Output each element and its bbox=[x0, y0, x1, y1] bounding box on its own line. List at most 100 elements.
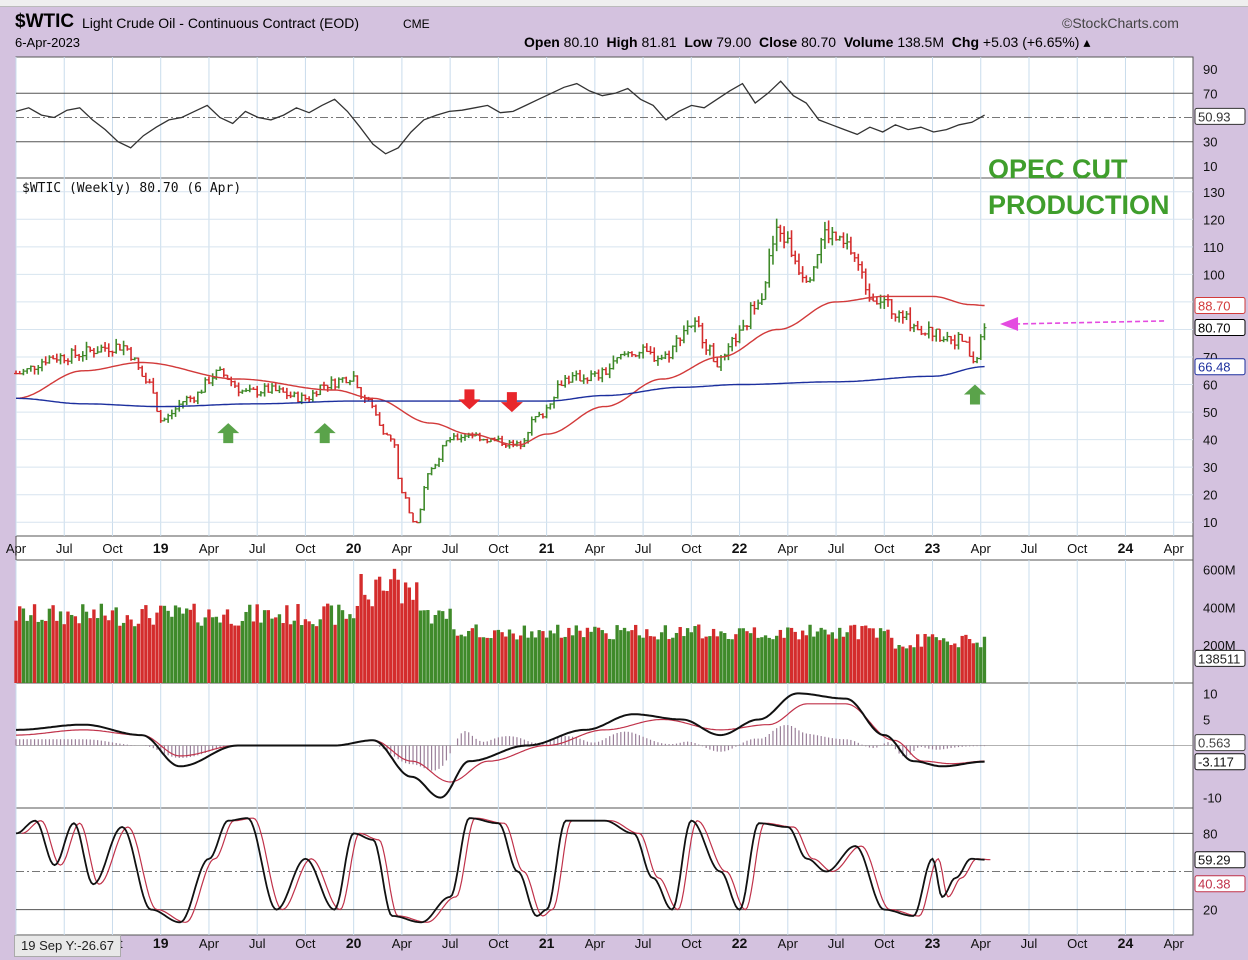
volume-bar bbox=[793, 631, 797, 683]
x-tick-label: Jul bbox=[249, 936, 266, 951]
x-axis-strip bbox=[15, 535, 1194, 561]
price-bars bbox=[14, 218, 987, 524]
volume-bar bbox=[556, 624, 560, 683]
browser-top-strip bbox=[0, 0, 1248, 7]
volume-bar bbox=[856, 639, 860, 683]
x-tick-label: Jul bbox=[56, 541, 73, 556]
pointer-arrow-head bbox=[1000, 316, 1019, 331]
volume-bar bbox=[192, 603, 196, 683]
volume-bar bbox=[667, 639, 671, 683]
ma_short-line bbox=[16, 295, 985, 446]
volume-bar bbox=[934, 637, 938, 683]
volume-bar bbox=[88, 618, 92, 683]
volume-bar bbox=[196, 622, 200, 683]
volume-bar bbox=[366, 599, 371, 683]
price-y-label: 120 bbox=[1203, 212, 1225, 227]
low-value: 79.00 bbox=[716, 34, 752, 50]
close-last-label-box bbox=[1194, 319, 1246, 337]
rsi-line bbox=[15, 80, 985, 155]
volume-bar bbox=[719, 631, 723, 683]
volume-bar bbox=[58, 611, 63, 683]
volume-last-label: 138511 bbox=[1194, 649, 1246, 667]
x-tick-label: Oct bbox=[681, 541, 702, 556]
volume-bar bbox=[515, 639, 519, 683]
volume-bar bbox=[125, 615, 129, 683]
volume-bar bbox=[693, 626, 697, 683]
volume-bar bbox=[593, 626, 597, 683]
stoch-k-last-label-box bbox=[1194, 851, 1246, 869]
volume-bar bbox=[36, 621, 40, 683]
volume-bar bbox=[500, 632, 504, 683]
x-tick-label: 20 bbox=[346, 540, 362, 556]
stoch-y-label: 80 bbox=[1203, 826, 1217, 841]
volume-bar bbox=[578, 630, 582, 683]
volume-y-label: 200M bbox=[1203, 638, 1236, 653]
volume-bar bbox=[789, 627, 794, 683]
price-y-label: 50 bbox=[1203, 405, 1217, 420]
volume-bar bbox=[730, 639, 734, 683]
volume-y-label: 600M bbox=[1203, 562, 1236, 577]
volume-bar bbox=[307, 621, 311, 683]
x-tick-label: Apr bbox=[585, 541, 606, 556]
volume-bar bbox=[155, 612, 159, 683]
stoch-d-last-label-box bbox=[1194, 875, 1246, 893]
x-tick-label: 24 bbox=[1118, 540, 1134, 556]
x-tick-label: 24 bbox=[1118, 935, 1134, 951]
volume-bar bbox=[704, 636, 708, 683]
volume-bar bbox=[711, 628, 716, 683]
red-down-arrow bbox=[500, 392, 523, 413]
volume-bar bbox=[363, 594, 367, 683]
green-up-arrow bbox=[217, 423, 240, 444]
volume-y-label: 400M bbox=[1203, 600, 1236, 615]
volume-bar bbox=[314, 626, 319, 683]
volume-bar bbox=[400, 603, 404, 683]
volume-bar bbox=[333, 624, 337, 683]
volume-bar bbox=[374, 579, 378, 683]
chart-date: 6-Apr-2023 bbox=[15, 35, 81, 50]
volume-bar bbox=[185, 608, 189, 683]
volume-bar bbox=[589, 631, 593, 683]
ma-short-last-label: 88.70 bbox=[1194, 297, 1246, 315]
macd-hist-last-label: 0.563 bbox=[1194, 734, 1246, 752]
volume-bar bbox=[641, 637, 645, 683]
volume-bar bbox=[504, 636, 508, 683]
volume-bar bbox=[930, 634, 935, 683]
volume-bar bbox=[262, 610, 267, 683]
volume-bar bbox=[44, 620, 48, 683]
volume-bar bbox=[941, 638, 946, 683]
volume-bar bbox=[782, 637, 786, 683]
volume-bar bbox=[637, 635, 642, 683]
volume-bar bbox=[611, 639, 616, 683]
volume-bar bbox=[596, 627, 601, 683]
x-tick-label: Apr bbox=[778, 936, 799, 951]
volume-bar bbox=[956, 647, 961, 683]
volume-bar bbox=[867, 628, 872, 683]
volume-bar bbox=[496, 629, 501, 683]
volume-bar bbox=[912, 647, 916, 683]
volume-bar bbox=[459, 634, 463, 683]
volume-bar bbox=[255, 604, 259, 683]
volume-bar bbox=[708, 636, 712, 683]
volume-bar bbox=[492, 630, 497, 683]
close-last-label-text: 80.70 bbox=[1198, 321, 1231, 336]
volume-bar bbox=[897, 645, 901, 683]
volume-bar bbox=[448, 608, 452, 683]
volume-bar bbox=[700, 638, 705, 683]
volume-bar bbox=[292, 620, 296, 683]
volume-bar bbox=[633, 624, 638, 683]
x-tick-label: Oct bbox=[1067, 936, 1088, 951]
volume-bar bbox=[671, 637, 675, 683]
x-tick-label: Jul bbox=[1021, 936, 1038, 951]
annotation-opec-line1: OPEC CUT bbox=[988, 154, 1128, 184]
volume-bar bbox=[967, 639, 972, 683]
macd-hist-last-label-text: 0.563 bbox=[1198, 736, 1231, 751]
volume-bar bbox=[845, 632, 849, 683]
volume-bar bbox=[489, 638, 493, 683]
volume-bar bbox=[467, 630, 471, 683]
volume-bar bbox=[118, 625, 122, 683]
volume-bar bbox=[834, 638, 838, 683]
volume-bar bbox=[270, 618, 274, 683]
volume-bar bbox=[32, 604, 37, 683]
volume-bar bbox=[715, 636, 719, 683]
